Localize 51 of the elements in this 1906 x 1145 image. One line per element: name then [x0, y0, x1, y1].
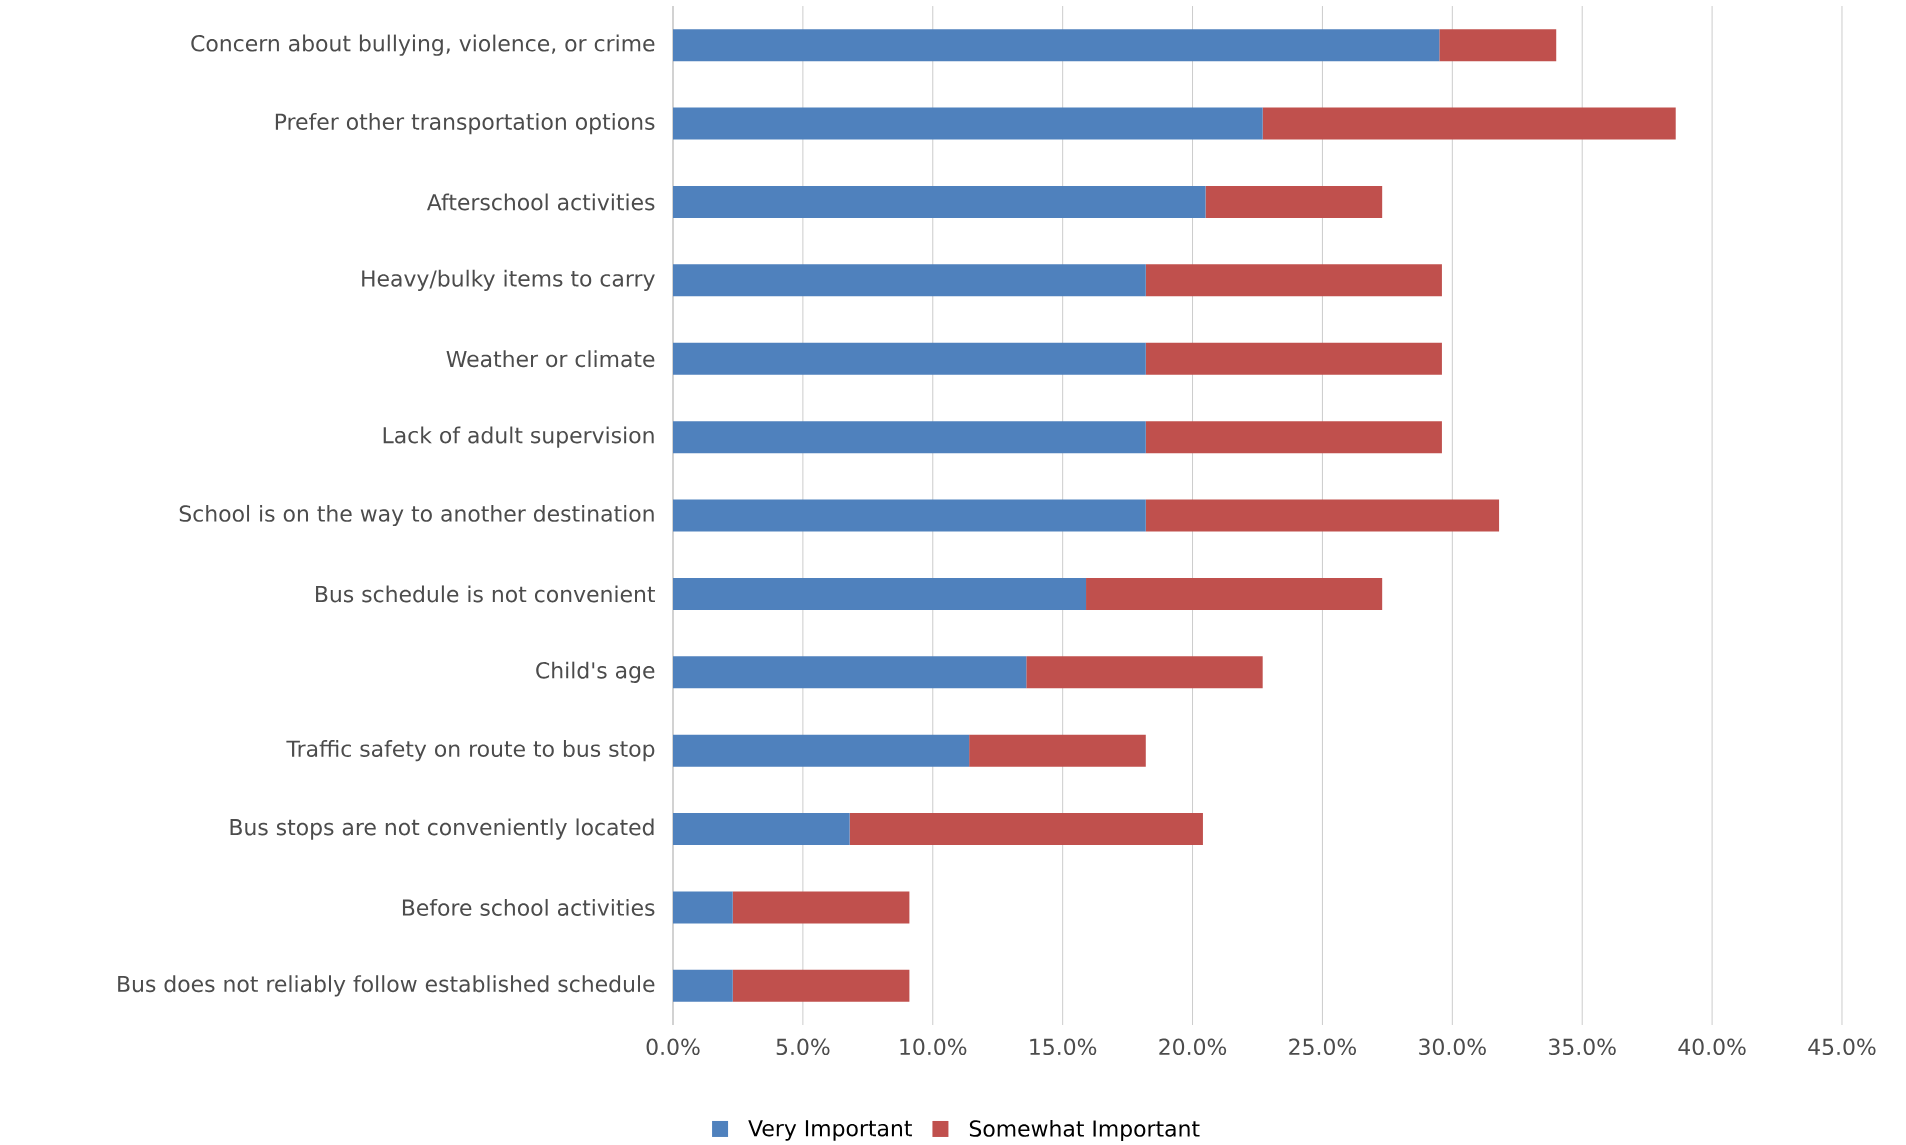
y-tick-label: Concern about bullying, violence, or crime	[191, 34, 655, 56]
bar	[732, 969, 910, 1002]
x-tick-label: 15.0%	[1030, 1038, 1097, 1056]
y-tick-label: Lack of adult supervision	[383, 426, 654, 448]
x-tick-label: 5.0%	[776, 1038, 830, 1056]
x-tick-label: 45.0%	[1808, 1038, 1876, 1056]
bar	[1205, 185, 1383, 218]
y-tick-label: Heavy/bulky items to carry	[362, 269, 655, 291]
bar	[673, 734, 970, 767]
bar	[673, 813, 850, 846]
bar	[673, 891, 733, 924]
bar	[969, 734, 1146, 767]
x-tick-label: 0.0%	[646, 1038, 700, 1056]
x-tick-label: 25.0%	[1289, 1038, 1357, 1056]
bar	[673, 969, 733, 1002]
y-tick-label: Prefer other transportation options	[275, 112, 655, 135]
bar	[1145, 499, 1500, 532]
y-tick-label: Child's age	[536, 661, 655, 683]
bar	[1086, 577, 1383, 610]
bar	[673, 421, 1146, 454]
bar	[673, 499, 1146, 532]
y-tick-label: Weather or climate	[446, 350, 655, 368]
bar	[1026, 656, 1263, 689]
bar	[673, 264, 1146, 297]
legend-label: Very Important	[748, 1120, 912, 1141]
bar	[1145, 264, 1442, 297]
bar	[673, 577, 1087, 610]
bar	[1145, 342, 1442, 375]
y-tick-label: Bus stops are not conveniently located	[230, 818, 654, 840]
bar	[1145, 421, 1442, 454]
y-tick-label: Traffic safety on route to bus stop	[286, 740, 655, 762]
y-tick-label: Before school activities	[402, 898, 655, 916]
y-tick-label: Bus does not reliably follow established schedule	[118, 975, 655, 997]
x-tick-label: 35.0%	[1549, 1038, 1616, 1056]
y-tick-label: School is on the way to another destination	[179, 504, 654, 527]
bar	[673, 29, 1440, 62]
bar	[673, 107, 1263, 140]
x-tick-label: 20.0%	[1159, 1038, 1227, 1056]
x-tick-label: 10.0%	[900, 1038, 967, 1056]
y-tick-label: Bus schedule is not convenient	[316, 585, 655, 603]
bar	[673, 656, 1027, 689]
bar	[1439, 29, 1557, 62]
legend-label: Somewhat Important	[969, 1119, 1200, 1142]
bar	[673, 185, 1206, 218]
y-tick-label: Afterschool activities	[426, 193, 655, 211]
bar	[849, 813, 1203, 846]
bar	[1262, 107, 1676, 140]
x-tick-label: 30.0%	[1419, 1038, 1486, 1056]
bar	[673, 342, 1146, 375]
bar	[732, 891, 910, 924]
x-tick-label: 40.0%	[1678, 1038, 1746, 1056]
